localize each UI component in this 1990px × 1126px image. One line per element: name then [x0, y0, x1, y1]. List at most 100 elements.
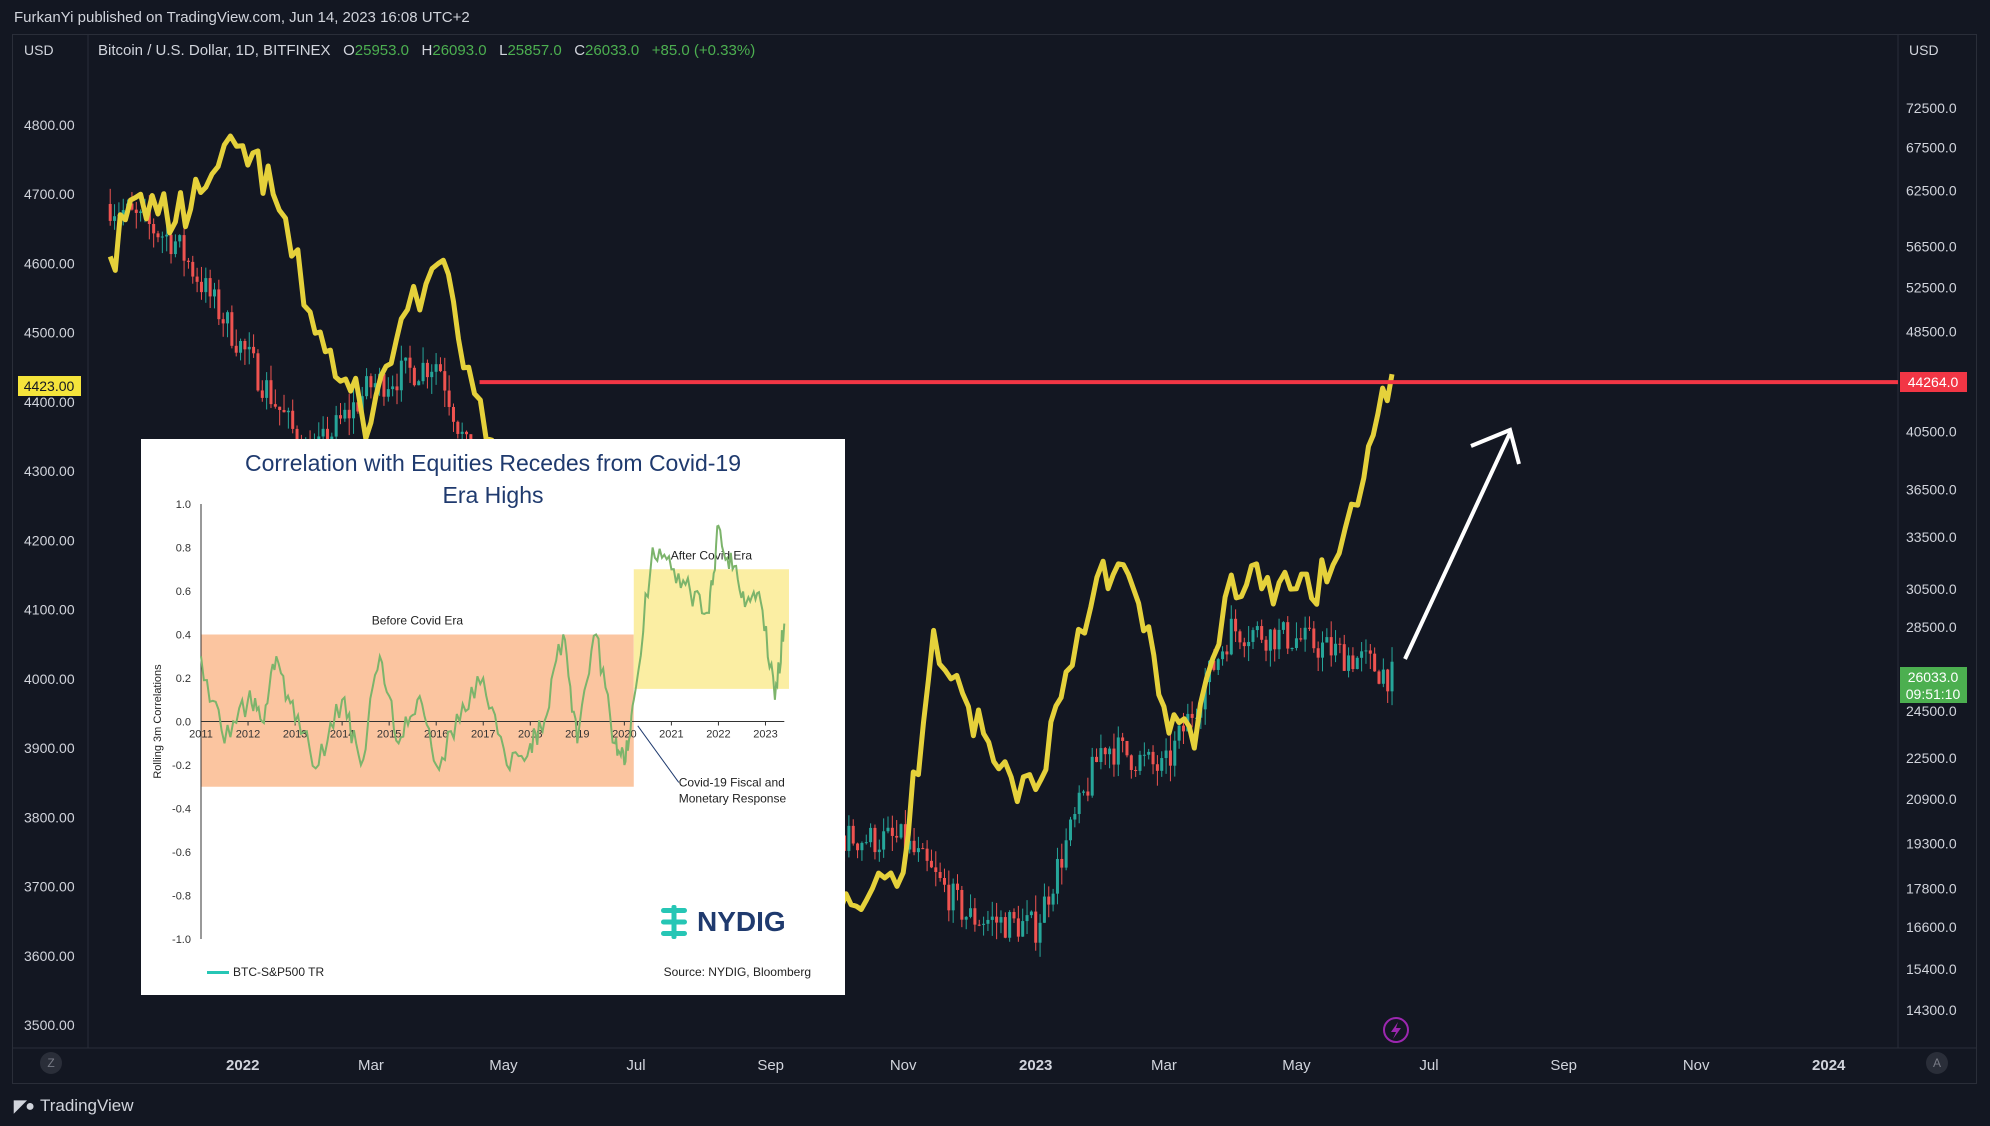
- auto-scale-a-button[interactable]: A: [1926, 1052, 1948, 1074]
- candle-body: [882, 831, 886, 850]
- candle-body: [999, 917, 1003, 923]
- candle-body: [1060, 858, 1064, 868]
- candle-body: [1073, 813, 1077, 820]
- candle-body: [1016, 918, 1020, 937]
- candle-body: [134, 209, 138, 213]
- symbol-legend[interactable]: Bitcoin / U.S. Dollar, 1D, BITFINEX O259…: [98, 42, 755, 59]
- high-value: 26093.0: [432, 42, 487, 59]
- inset-title-line1: Correlation with Equities Recedes from C…: [245, 450, 741, 476]
- candle-body: [108, 203, 112, 221]
- left-axis-tick: 4200.00: [24, 532, 75, 548]
- candle-body: [1364, 650, 1368, 652]
- inset-y-tick: -0.4: [172, 804, 191, 816]
- right-axis-tick: 36500.0: [1906, 481, 1957, 497]
- candle-body: [1307, 627, 1311, 629]
- candle-body: [325, 428, 329, 447]
- candle-body: [243, 340, 247, 350]
- publisher-header: FurkanYi published on TradingView.com, J…: [14, 9, 470, 26]
- left-price-axis[interactable]: 4800.00 4700.00 4600.00 4500.00 4400.00 4300.…: [24, 117, 75, 1033]
- candle-body: [321, 428, 325, 437]
- auto-scale-z-button[interactable]: Z: [40, 1052, 62, 1074]
- candle-body: [1342, 644, 1346, 671]
- right-axis-tick: 67500.0: [1906, 140, 1957, 156]
- candle-body: [382, 373, 386, 397]
- candle-body: [1042, 896, 1046, 923]
- low-value: 25857.0: [507, 42, 562, 59]
- lightning-icon[interactable]: [1383, 1017, 1409, 1043]
- candle-body: [139, 211, 143, 213]
- candle-body: [1077, 792, 1081, 814]
- candle-body: [1312, 628, 1316, 649]
- candle-body: [1012, 912, 1016, 919]
- candle-body: [1381, 669, 1385, 684]
- candle-body: [269, 380, 273, 405]
- candle-body: [239, 340, 243, 353]
- candle-body: [1177, 725, 1181, 741]
- candle-body: [1299, 638, 1303, 640]
- candle-body: [339, 415, 343, 419]
- candle-body: [1351, 655, 1355, 669]
- inset-source: Source: NYDIG, Bloomberg: [663, 965, 811, 979]
- right-axis-tick: 52500.0: [1906, 279, 1957, 295]
- candle-body: [916, 848, 920, 853]
- inset-title-line2: Era Highs: [442, 482, 544, 508]
- candle-body: [421, 362, 425, 382]
- candle-body: [1229, 618, 1233, 655]
- candle-body: [425, 362, 429, 378]
- candle-body: [443, 371, 447, 391]
- right-price-axis[interactable]: 72500.0 67500.0 62500.0 56500.0 52500.0 48500…: [1906, 100, 1957, 1018]
- candle-body: [942, 877, 946, 885]
- candle-body: [1360, 651, 1364, 658]
- candle-body: [1260, 626, 1264, 640]
- candle-body: [1321, 642, 1325, 658]
- candle-body: [873, 827, 877, 853]
- candle-body: [173, 241, 177, 255]
- candle-body: [1142, 754, 1146, 756]
- candle-body: [221, 319, 225, 324]
- candle-body: [1373, 653, 1377, 672]
- right-axis-tick: 62500.0: [1906, 182, 1957, 198]
- candle-body: [217, 289, 221, 320]
- right-axis-tick: 19300.0: [1906, 835, 1957, 851]
- symbol-name: Bitcoin / U.S. Dollar, 1D, BITFINEX: [98, 42, 331, 59]
- tradingview-logo[interactable]: ◤● TradingView: [14, 1096, 134, 1116]
- candle-body: [295, 428, 299, 448]
- left-axis-tick: 4300.00: [24, 463, 75, 479]
- chart-frame[interactable]: [12, 34, 1977, 1084]
- inset-x-tick: 2015: [377, 729, 401, 741]
- time-axis-tick: 2024: [1812, 1057, 1846, 1074]
- candle-body: [1151, 751, 1155, 765]
- left-axis-unit: USD: [24, 42, 54, 58]
- candle-body: [169, 234, 173, 255]
- after-covid-label: After Covid Era: [671, 548, 753, 562]
- candle-body: [1103, 748, 1107, 755]
- candle-body: [1225, 651, 1229, 655]
- right-axis-tick: 14300.0: [1906, 1002, 1957, 1018]
- inset-y-tick: -0.6: [172, 847, 191, 859]
- right-axis-tick: 22500.0: [1906, 750, 1957, 766]
- candle-body: [1290, 647, 1294, 649]
- candle-body: [869, 827, 873, 843]
- time-axis[interactable]: 2022 Mar May Jul Sep Nov 2023 Mar May Jul Sep Nov 20…: [226, 1057, 1846, 1074]
- right-level-label: 44264.0: [1900, 372, 1967, 392]
- left-current-value: 4423.00: [24, 378, 75, 394]
- candle-body: [247, 346, 251, 350]
- candle-body: [278, 406, 282, 410]
- candle-body: [1003, 917, 1007, 938]
- candle-body: [286, 410, 290, 413]
- candle-body: [1064, 840, 1068, 868]
- inset-image: Correlation with Equities Recedes from C…: [141, 439, 845, 995]
- target-arrow[interactable]: [1403, 427, 1521, 660]
- candle-body: [864, 842, 868, 844]
- right-axis-tick: 48500.0: [1906, 323, 1957, 339]
- candle-body: [113, 216, 117, 221]
- candle-body: [1251, 630, 1255, 642]
- candle-body: [973, 908, 977, 925]
- candle-body: [995, 916, 999, 923]
- nydig-mark-icon: [661, 905, 687, 939]
- candle-body: [1368, 650, 1372, 654]
- candle-body: [860, 842, 864, 851]
- candle-body: [1268, 629, 1272, 651]
- inset-series-line: [200, 524, 786, 773]
- candle-body: [1294, 638, 1298, 648]
